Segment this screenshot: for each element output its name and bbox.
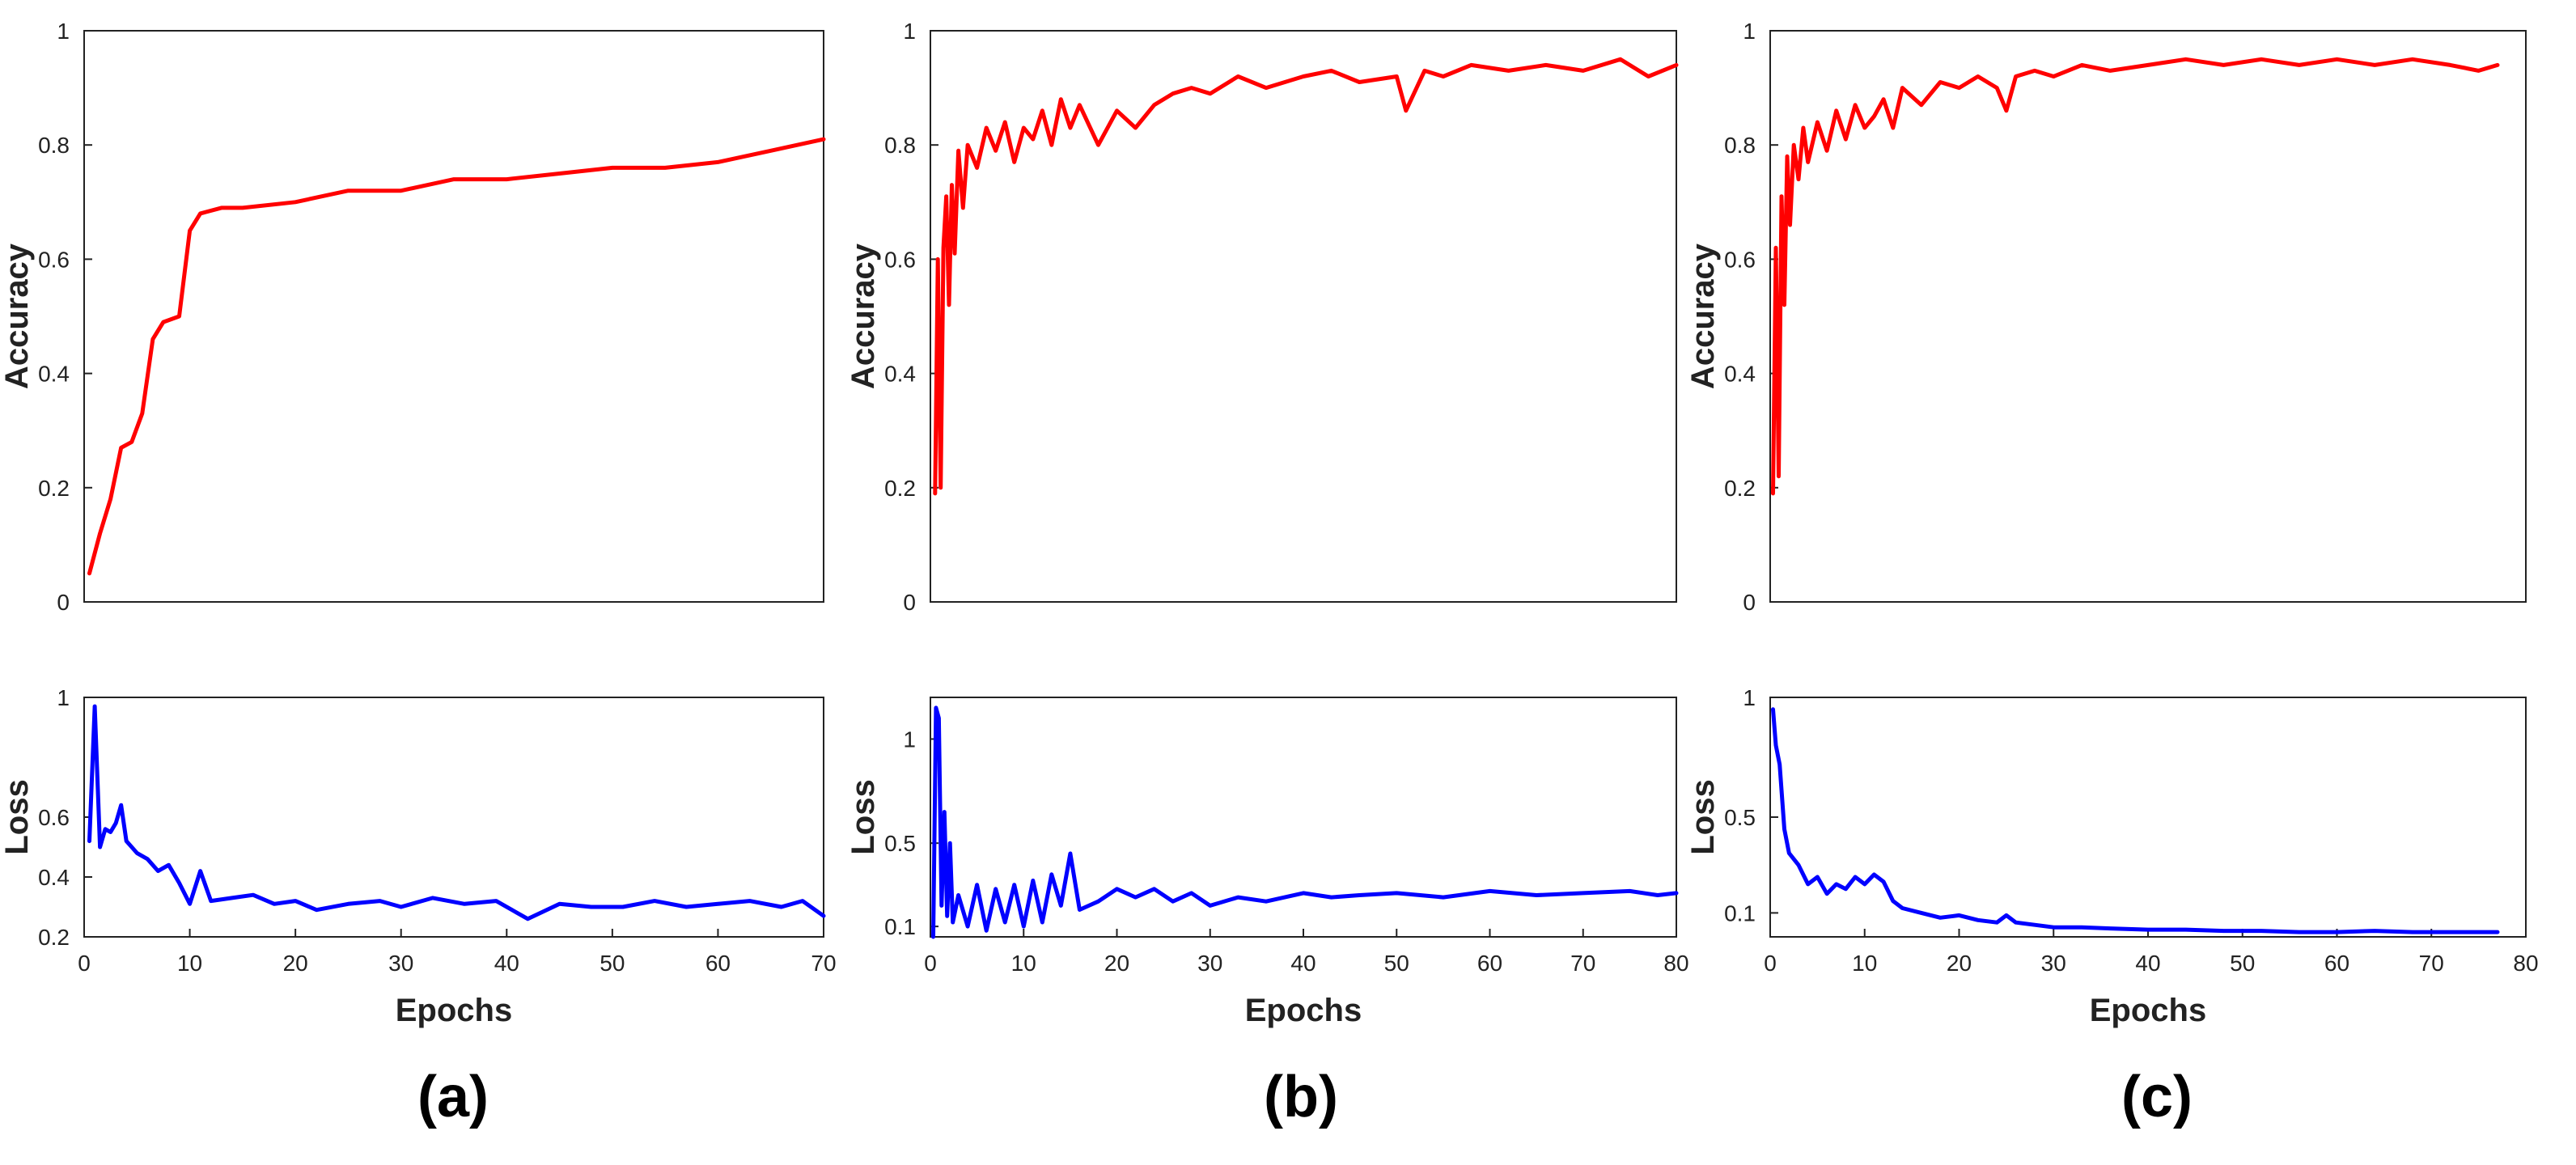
loss-xtick-label: 40 (2135, 951, 2160, 976)
panel-caption-c: (c) (2121, 1065, 2193, 1129)
accuracy-axes-b (930, 30, 1677, 603)
loss-xtick-label: 40 (1290, 951, 1316, 976)
loss-xtick-label: 70 (811, 951, 836, 976)
accuracy-ytick-label: 0.6 (884, 247, 916, 272)
loss-axes-b (930, 697, 1677, 938)
accuracy-ylabel: Accuracy (845, 243, 881, 389)
accuracy-line-c (1771, 57, 2500, 496)
loss-xtick-label: 20 (1947, 951, 1972, 976)
accuracy-ytick-label: 1 (57, 19, 70, 44)
loss-line-c (1771, 707, 2500, 934)
loss-ylabel: Loss (1685, 779, 1721, 854)
accuracy-ylabel: Accuracy (1685, 243, 1721, 389)
loss-xtick-label: 60 (705, 951, 731, 976)
loss-xtick-label: 80 (1663, 951, 1688, 976)
loss-xtick-label: 80 (2513, 951, 2538, 976)
loss-xtick-label: 30 (1197, 951, 1222, 976)
loss-ylabel: Loss (0, 779, 35, 854)
accuracy-ytick-label: 0.6 (1724, 247, 1756, 272)
loss-xtick-label: 0 (1764, 951, 1777, 976)
loss-axes-c (1769, 697, 2527, 938)
loss-line-a (87, 704, 826, 921)
loss-xtick-label: 60 (1477, 951, 1502, 976)
loss-ytick-label: 1 (1743, 685, 1756, 710)
loss-xlabel: Epochs (2090, 993, 2206, 1028)
accuracy-ylabel: Accuracy (0, 243, 35, 389)
accuracy-axes-a (83, 30, 824, 603)
accuracy-ytick-label: 0.2 (884, 476, 916, 501)
accuracy-ytick-label: 1 (1743, 19, 1756, 44)
accuracy-ytick-label: 0 (903, 590, 916, 615)
accuracy-ytick-label: 0.2 (1724, 476, 1756, 501)
loss-ytick-label: 1 (903, 727, 916, 752)
loss-xtick-label: 50 (2230, 951, 2255, 976)
accuracy-ytick-label: 0.2 (38, 476, 70, 501)
loss-xtick-label: 50 (1384, 951, 1409, 976)
accuracy-axes-c (1769, 30, 2527, 603)
loss-xtick-label: 10 (1011, 951, 1036, 976)
loss-xtick-label: 0 (78, 951, 91, 976)
accuracy-ytick-label: 0.6 (38, 247, 70, 272)
loss-ytick-label: 0.2 (38, 925, 70, 950)
loss-xtick-label: 40 (494, 951, 519, 976)
accuracy-ytick-label: 0.8 (884, 133, 916, 158)
loss-ytick-label: 0.4 (38, 865, 70, 890)
loss-xlabel: Epochs (1245, 993, 1362, 1028)
loss-ytick-label: 0.5 (1724, 805, 1756, 830)
loss-ytick-label: 0.5 (884, 831, 916, 856)
accuracy-line-a (87, 137, 826, 576)
accuracy-ytick-label: 0.8 (38, 133, 70, 158)
loss-xtick-label: 20 (1104, 951, 1129, 976)
loss-xtick-label: 70 (2419, 951, 2444, 976)
loss-xtick-label: 20 (283, 951, 308, 976)
panel-caption-a: (a) (417, 1065, 489, 1129)
accuracy-line-b (933, 57, 1679, 496)
accuracy-ytick-label: 0.4 (1724, 362, 1756, 387)
accuracy-ytick-label: 0.4 (884, 362, 916, 387)
loss-xlabel: Epochs (396, 993, 512, 1028)
loss-ytick-label: 0.6 (38, 805, 70, 830)
accuracy-ytick-label: 0.4 (38, 362, 70, 387)
accuracy-ytick-label: 0.8 (1724, 133, 1756, 158)
loss-ytick-label: 0.1 (884, 914, 916, 939)
loss-xtick-label: 0 (924, 951, 937, 976)
loss-xtick-label: 30 (388, 951, 413, 976)
loss-xtick-label: 10 (1852, 951, 1877, 976)
loss-xtick-label: 60 (2324, 951, 2349, 976)
loss-xtick-label: 30 (2041, 951, 2066, 976)
accuracy-ytick-label: 0 (1743, 590, 1756, 615)
loss-ytick-label: 0.1 (1724, 900, 1756, 926)
accuracy-ytick-label: 1 (903, 19, 916, 44)
loss-xtick-label: 10 (177, 951, 202, 976)
loss-line-b (931, 705, 1679, 939)
loss-ylabel: Loss (845, 779, 881, 854)
panel-caption-b: (b) (1264, 1065, 1338, 1129)
loss-ytick-label: 1 (57, 685, 70, 710)
accuracy-ytick-label: 0 (57, 590, 70, 615)
loss-xtick-label: 70 (1570, 951, 1595, 976)
loss-xtick-label: 50 (600, 951, 625, 976)
